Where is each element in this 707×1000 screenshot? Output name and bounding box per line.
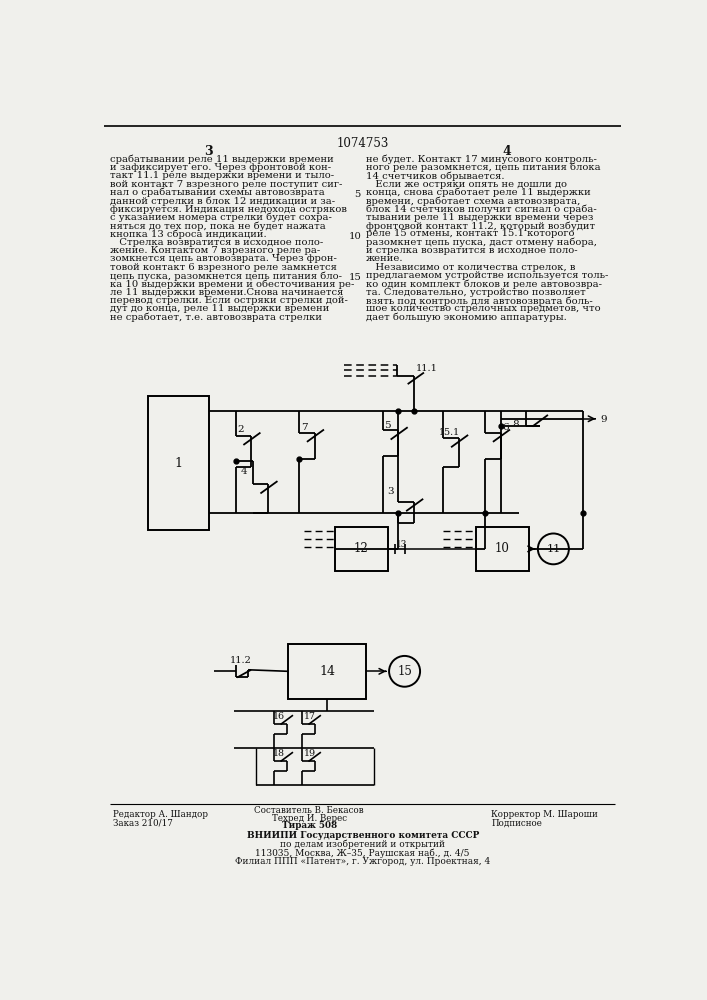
Text: 15.1: 15.1 — [438, 428, 460, 437]
Text: 10: 10 — [495, 542, 510, 555]
Text: 11.1: 11.1 — [416, 364, 438, 373]
Text: 4: 4 — [503, 145, 511, 158]
Text: Составитель В. Бекасов: Составитель В. Бекасов — [255, 806, 364, 815]
Text: предлагаемом устройстве используется толь-: предлагаемом устройстве используется тол… — [366, 271, 608, 280]
Text: 3: 3 — [204, 145, 213, 158]
Text: 16: 16 — [273, 712, 285, 721]
Text: Если же остряки опять не дошли до: Если же остряки опять не дошли до — [366, 180, 567, 189]
Text: 18: 18 — [273, 749, 285, 758]
Text: зомкнется цепь автовозврата. Через фрон-: зомкнется цепь автовозврата. Через фрон- — [110, 254, 337, 263]
Text: товой контакт 6 взрезного реле замкнется: товой контакт 6 взрезного реле замкнется — [110, 263, 337, 272]
Text: ка 10 выдержки времени и обесточивания ре-: ка 10 выдержки времени и обесточивания р… — [110, 279, 354, 289]
Text: конца, снова сработает реле 11 выдержки: конца, снова сработает реле 11 выдержки — [366, 188, 590, 197]
Text: няться до тех пор, пока не будет нажата: няться до тех пор, пока не будет нажата — [110, 221, 326, 231]
Text: 5: 5 — [354, 190, 361, 199]
Text: шое количество стрелочных предметов, что: шое количество стрелочных предметов, что — [366, 304, 600, 313]
Text: 15: 15 — [397, 665, 412, 678]
Circle shape — [538, 533, 569, 564]
Text: 13: 13 — [396, 540, 407, 549]
Text: 113035, Москва, Ж–35, Раушская наб., д. 4/5: 113035, Москва, Ж–35, Раушская наб., д. … — [255, 848, 470, 858]
Text: такт 11.1 реле выдержки времени и тыло-: такт 11.1 реле выдержки времени и тыло- — [110, 171, 334, 180]
Text: времени, сработает схема автовозврата,: времени, сработает схема автовозврата, — [366, 196, 580, 206]
Text: по делам изобретений и открытий: по делам изобретений и открытий — [280, 840, 445, 849]
Text: Независимо от количества стрелок, в: Независимо от количества стрелок, в — [366, 263, 575, 272]
Text: 19: 19 — [304, 749, 316, 758]
Text: кнопка 13 сброса индикации.: кнопка 13 сброса индикации. — [110, 229, 267, 239]
Bar — [148, 396, 209, 530]
Text: 17: 17 — [304, 712, 316, 721]
Text: дает большую экономию аппаратуры.: дает большую экономию аппаратуры. — [366, 313, 566, 322]
Text: перевод стрелки. Если остряки стрелки дой-: перевод стрелки. Если остряки стрелки до… — [110, 296, 348, 305]
Text: Филиал ППП «Патент», г. Ужгород, ул. Проектная, 4: Филиал ППП «Патент», г. Ужгород, ул. Про… — [235, 857, 491, 866]
Text: 10: 10 — [349, 232, 361, 241]
Circle shape — [389, 656, 420, 687]
Text: жение. Контактом 7 взрезного реле ра-: жение. Контактом 7 взрезного реле ра- — [110, 246, 320, 255]
Text: ле 11 выдержки времени.Снова начинается: ле 11 выдержки времени.Снова начинается — [110, 288, 344, 297]
Text: блок 14 счетчиков получит сигнал о сраба-: блок 14 счетчиков получит сигнал о сраба… — [366, 205, 597, 214]
Text: 5: 5 — [385, 421, 391, 430]
Text: 15: 15 — [349, 273, 361, 282]
Text: 6: 6 — [502, 423, 509, 432]
Text: фиксируется. Индикация недохода остряков: фиксируется. Индикация недохода остряков — [110, 205, 347, 214]
Bar — [335, 527, 387, 571]
Text: и стрелка возвратится в исходное поло-: и стрелка возвратится в исходное поло- — [366, 246, 578, 255]
Text: Корректор М. Шароши: Корректор М. Шароши — [491, 810, 598, 819]
Text: Техред И. Верес: Техред И. Верес — [271, 814, 347, 823]
Text: 14: 14 — [319, 665, 335, 678]
Text: 12: 12 — [354, 542, 368, 555]
Text: ко один комплект блоков и реле автовозвра-: ко один комплект блоков и реле автовозвр… — [366, 279, 602, 289]
Text: 3: 3 — [387, 487, 394, 496]
Text: цепь пуска, разомкнется цепь питания бло-: цепь пуска, разомкнется цепь питания бло… — [110, 271, 342, 281]
Text: та. Следовательно, устройство позволяет: та. Следовательно, устройство позволяет — [366, 288, 585, 297]
Text: ВНИИПИ Государственного комитета СССР: ВНИИПИ Государственного комитета СССР — [247, 831, 479, 840]
Text: данной стрелки в блок 12 индикации и за-: данной стрелки в блок 12 индикации и за- — [110, 196, 335, 206]
Text: 2: 2 — [237, 425, 244, 434]
Text: срабатывании реле 11 выдержки времени: срабатывании реле 11 выдержки времени — [110, 155, 334, 164]
Text: взять под контроль для автовозврата боль-: взять под контроль для автовозврата боль… — [366, 296, 592, 306]
Text: Подписное: Подписное — [491, 818, 542, 827]
Text: дут до конца, реле 11 выдержки времени: дут до конца, реле 11 выдержки времени — [110, 304, 329, 313]
Text: 11.2: 11.2 — [230, 656, 251, 665]
Text: не сработает, т.е. автовозврата стрелки: не сработает, т.е. автовозврата стрелки — [110, 313, 322, 322]
Text: 9: 9 — [600, 415, 607, 424]
Text: 8: 8 — [513, 420, 519, 429]
Text: 1: 1 — [174, 457, 182, 470]
Bar — [476, 527, 529, 571]
Text: 7: 7 — [300, 423, 308, 432]
Text: Тираж 508: Тираж 508 — [281, 821, 337, 830]
Text: ного реле разомкнется, цепь питания блока: ного реле разомкнется, цепь питания блок… — [366, 163, 600, 172]
Text: фронтовой контакт 11.2, который возбудит: фронтовой контакт 11.2, который возбудит — [366, 221, 595, 231]
Text: Редактор А. Шандор: Редактор А. Шандор — [113, 810, 208, 819]
Text: разомкнет цепь пуска, даст отмену набора,: разомкнет цепь пуска, даст отмену набора… — [366, 238, 597, 247]
Bar — [288, 644, 366, 699]
Text: и зафиксирует его. Через фронтовой кон-: и зафиксирует его. Через фронтовой кон- — [110, 163, 331, 172]
Text: 14 счетчиков обрывается.: 14 счетчиков обрывается. — [366, 171, 504, 181]
Text: 4: 4 — [240, 467, 247, 476]
Text: 11: 11 — [547, 544, 561, 554]
Text: реле 15 отмены, контакт 15.1 которого: реле 15 отмены, контакт 15.1 которого — [366, 229, 574, 238]
Text: нал о срабатывании схемы автовозврата: нал о срабатывании схемы автовозврата — [110, 188, 325, 197]
Text: 1074753: 1074753 — [337, 137, 389, 150]
Text: с указанием номера стрелки будет сохра-: с указанием номера стрелки будет сохра- — [110, 213, 332, 222]
Text: Заказ 210/17: Заказ 210/17 — [113, 818, 173, 827]
Text: жение.: жение. — [366, 254, 403, 263]
Text: Стрелка возвратится в исходное поло-: Стрелка возвратится в исходное поло- — [110, 238, 323, 247]
Text: не будет. Контакт 17 минусового контроль-: не будет. Контакт 17 минусового контроль… — [366, 155, 597, 164]
Text: вой контакт 7 взрезного реле поступит сиг-: вой контакт 7 взрезного реле поступит си… — [110, 180, 342, 189]
Text: тывании реле 11 выдержки времени через: тывании реле 11 выдержки времени через — [366, 213, 593, 222]
